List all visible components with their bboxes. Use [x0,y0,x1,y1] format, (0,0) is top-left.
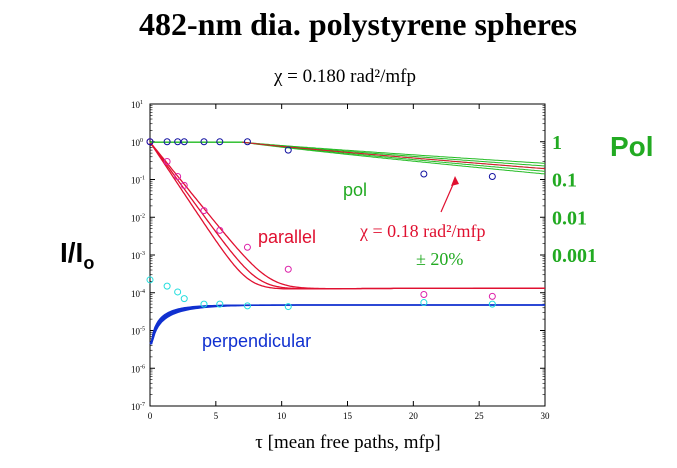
label-pol: pol [343,180,367,200]
pol-fit-curve [150,141,546,170]
pol-data-point [420,170,428,178]
parallel-data-point [488,292,496,300]
pol-fit-curve [150,141,546,172]
y-axis-label: I/Io [60,237,94,273]
pol-tick-label: 0.01 [552,207,587,229]
parallel-data-point [180,181,188,189]
perpendicular-data-point [284,303,292,311]
y-tick-label: 10-6 [131,364,145,374]
pol-data-point [180,138,188,146]
chart-title: 482-nm dia. polystyrene spheres [139,6,577,42]
x-tick-label: 25 [475,411,485,421]
label-chi-fit: χ = 0.18 rad²/mfp [359,221,486,241]
x-tick-label: 0 [148,411,153,421]
perpendicular-data-point [200,300,208,308]
y-tick-label: 10-5 [131,327,145,337]
y-tick-exponent: -6 [140,364,145,370]
pol-data-point [163,138,171,146]
y-tick-label: 101 [131,100,143,110]
parallel-fit-curve [149,141,545,290]
pol-fit-curve [150,141,546,175]
x-tick-label: 20 [409,411,419,421]
parallel-data-point [174,173,182,181]
data-markers [146,138,496,311]
label-perpendicular: perpendicular [202,331,311,351]
x-tick-label: 10 [277,411,287,421]
y-tick-label: 10-7 [131,402,145,412]
x-tick-label: 5 [214,411,219,421]
chart-subtitle: χ = 0.180 rad²/mfp [273,66,416,87]
perpendicular-fit-curve [150,304,545,345]
pol-tick-label: 1 [552,132,562,154]
perpendicular-data-point [420,299,428,307]
y-tick-exponent: -5 [140,327,145,333]
y-tick-exponent: -1 [140,176,145,182]
perpendicular-data-point [146,276,154,284]
y-tick-exponent: -3 [140,251,145,257]
pol-data-point [174,138,182,146]
label-plusminus: ± 20% [416,249,463,269]
y-tick-exponent: 1 [140,100,143,106]
y-tick-label: 10-3 [131,251,145,261]
pol-data-point [216,138,224,146]
x-axis-label: τ [mean free paths, mfp] [255,432,440,453]
x-tick-label: 15 [343,411,353,421]
y-tick-exponent: -2 [140,213,145,219]
y-tick-label: 100 [131,138,143,148]
parallel-data-point [216,226,224,234]
annotation-arrow [440,176,459,213]
perpendicular-data-point [174,288,182,296]
pol-tick-label: 0.001 [552,245,597,267]
parallel-data-point [284,265,292,273]
parallel-data-point [200,207,208,215]
parallel-data-point [420,290,428,298]
parallel-data-point [243,243,251,251]
y-tick-label: 10-4 [131,289,145,299]
pol-data-point [488,173,496,181]
perpendicular-data-point [163,282,171,290]
parallel-data-point [163,157,171,165]
pol-data-point [243,138,251,146]
y-tick-exponent: -7 [140,402,145,408]
label-parallel: parallel [258,227,316,247]
y-tick-exponent: 0 [140,138,143,144]
pol-best-fit-curve [242,141,546,170]
plot-frame [149,103,546,407]
y-tick-label: 10-2 [131,213,145,223]
pol-data-point [284,146,292,154]
x-tick-label: 30 [541,411,551,421]
pol-tick-label: 0.1 [552,170,577,192]
perpendicular-data-point [243,302,251,310]
y-tick-exponent: -4 [140,289,145,295]
pol-axis-label: Pol [610,131,654,162]
model-curves [149,141,546,345]
perpendicular-data-point [216,300,224,308]
x-axis-ticks: 0 5 10 15 20 25 30 [148,104,550,421]
pol-data-point [200,138,208,146]
y-tick-label: 10-1 [131,176,145,186]
perpendicular-data-point [180,295,188,303]
pol-data-point [146,138,154,146]
perpendicular-data-point [488,300,496,308]
secondary-pol-axis: 1 0.1 0.01 0.001 [552,132,597,267]
